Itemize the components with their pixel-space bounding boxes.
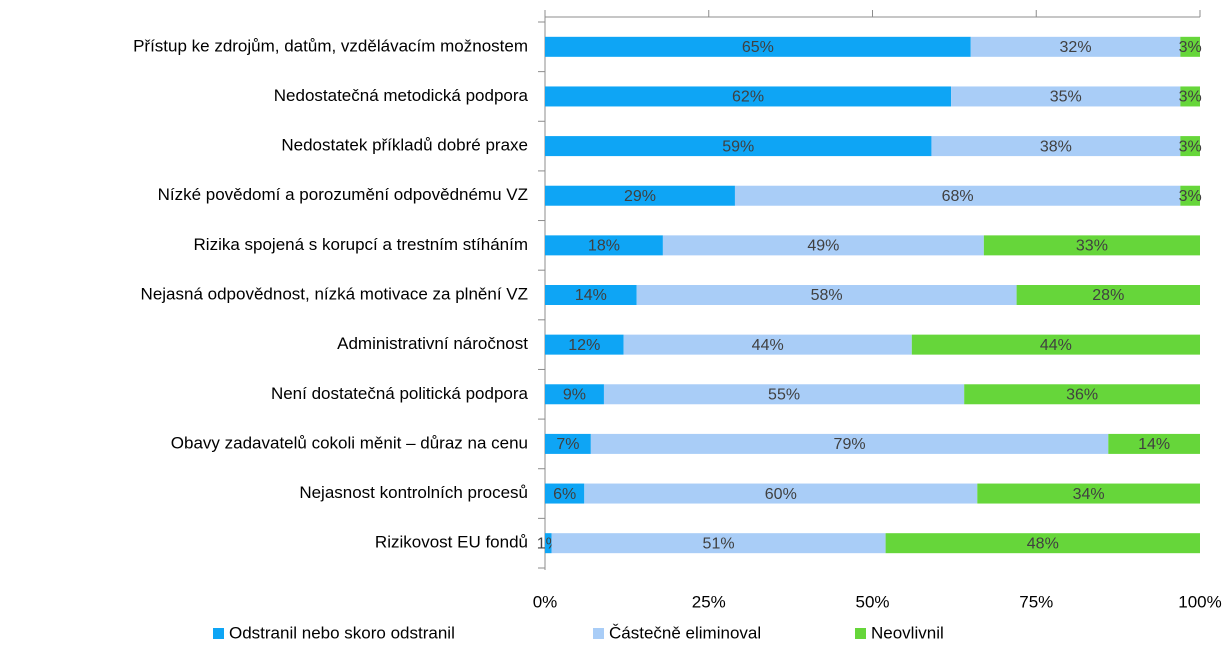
value-label: 79%: [834, 436, 866, 453]
value-label: 29%: [624, 188, 656, 205]
value-label: 12%: [568, 337, 600, 354]
bar-segment: [977, 483, 1200, 504]
bar-segment: [545, 285, 637, 305]
legend-label: Odstranil nebo skoro odstranil: [229, 623, 455, 642]
bar-segment: [545, 86, 952, 107]
bar-segment: [1180, 185, 1200, 206]
bar-segment: [636, 285, 1017, 305]
bar-segment: [545, 533, 552, 554]
bar-segment: [545, 36, 971, 57]
value-label: 3%: [1179, 138, 1202, 155]
value-label: 44%: [1040, 337, 1072, 354]
value-label: 7%: [556, 436, 579, 453]
value-label: 6%: [553, 486, 576, 503]
x-tick-label: 25%: [692, 592, 726, 611]
y-tick-label: Nízké povědomí a porozumění odpovědnému …: [158, 185, 528, 204]
value-label: 44%: [752, 337, 784, 354]
value-label: 48%: [1027, 535, 1059, 552]
legend-swatch: [593, 628, 604, 639]
value-label: 59%: [722, 138, 754, 155]
value-label: 36%: [1066, 386, 1098, 403]
value-label: 14%: [1138, 436, 1170, 453]
bar-segment: [662, 235, 984, 256]
value-label: 62%: [732, 89, 764, 106]
y-tick-label: Nejasnost kontrolních procesů: [299, 483, 528, 502]
bar-segment: [931, 136, 1181, 157]
legend-label: Neovlivnil: [871, 623, 944, 642]
value-label: 68%: [942, 188, 974, 205]
value-label: 33%: [1076, 238, 1108, 255]
x-tick-label: 75%: [1019, 592, 1053, 611]
bar-segment: [545, 334, 624, 355]
value-label: 55%: [768, 386, 800, 403]
bar-segment: [970, 36, 1181, 57]
bar-segment: [983, 235, 1200, 256]
bar-segment: [551, 533, 886, 554]
bar-segment: [1016, 285, 1200, 305]
value-label: 9%: [563, 386, 586, 403]
value-label: 65%: [742, 39, 774, 56]
legend-label: Částečně eliminoval: [609, 623, 761, 642]
value-label: 3%: [1179, 39, 1202, 56]
x-tick-label: 50%: [855, 592, 889, 611]
bar-segment: [545, 185, 735, 206]
x-tick-label: 100%: [1178, 592, 1221, 611]
bar-segment: [584, 483, 978, 504]
bar-segment: [1108, 433, 1200, 454]
value-label: 28%: [1092, 287, 1124, 304]
value-label: 18%: [588, 238, 620, 255]
legend-swatch: [213, 628, 224, 639]
legend-swatch: [855, 628, 866, 639]
y-tick-label: Nejasná odpovědnost, nízká motivace za p…: [141, 284, 528, 303]
bar-segment: [734, 185, 1181, 206]
value-label: 38%: [1040, 138, 1072, 155]
bar-segment: [1180, 86, 1200, 107]
bar-segment: [1180, 136, 1200, 157]
bar-segment: [885, 533, 1200, 554]
bar-segment: [911, 334, 1200, 355]
value-label: 51%: [703, 535, 735, 552]
bar-segment: [964, 384, 1200, 405]
bar-segment: [545, 384, 604, 405]
y-tick-label: Rizikovost EU fondů: [375, 533, 528, 552]
value-label: 58%: [811, 287, 843, 304]
y-tick-label: Nedostatečná metodická podpora: [274, 86, 529, 105]
y-tick-label: Není dostatečná politická podpora: [271, 384, 529, 403]
bar-segment: [590, 433, 1109, 454]
y-tick-label: Nedostatek příkladů dobré praxe: [281, 136, 528, 155]
value-label: 3%: [1179, 188, 1202, 205]
value-label: 34%: [1073, 486, 1105, 503]
value-label: 49%: [807, 238, 839, 255]
bar-segment: [951, 86, 1181, 107]
bar-segment: [545, 136, 932, 157]
bar-segment: [545, 433, 591, 454]
bar-segment: [1180, 36, 1200, 57]
bar-segment: [545, 235, 663, 256]
value-label: 35%: [1050, 89, 1082, 106]
value-label: 14%: [575, 287, 607, 304]
value-label: 3%: [1179, 89, 1202, 106]
y-tick-label: Přístup ke zdrojům, datům, vzdělávacím m…: [133, 36, 528, 55]
x-tick-label: 0%: [533, 592, 558, 611]
bar-segment: [623, 334, 912, 355]
value-label: 32%: [1060, 39, 1092, 56]
bar-segment: [545, 483, 585, 504]
bar-segment: [603, 384, 965, 405]
value-label: 60%: [765, 486, 797, 503]
y-tick-label: Obavy zadavatelů cokoli měnit – důraz na…: [171, 433, 528, 452]
y-tick-label: Administrativní náročnost: [337, 334, 528, 353]
y-tick-label: Rizika spojená s korupcí a trestním stíh…: [194, 235, 528, 254]
